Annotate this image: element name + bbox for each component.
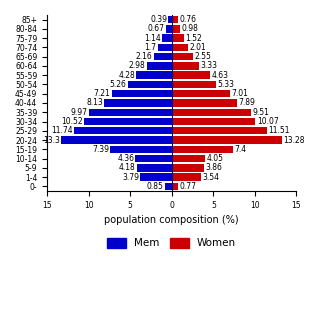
- Text: 0.98: 0.98: [181, 24, 198, 33]
- Text: 13.3: 13.3: [43, 136, 60, 145]
- Bar: [172, 146, 233, 153]
- Text: 3.54: 3.54: [203, 172, 220, 181]
- Bar: [169, 16, 172, 23]
- Bar: [172, 136, 282, 144]
- Text: 4.63: 4.63: [212, 71, 228, 80]
- Bar: [137, 164, 172, 172]
- Bar: [172, 44, 188, 51]
- Bar: [172, 53, 193, 60]
- Text: 11.51: 11.51: [269, 126, 290, 135]
- Text: 11.74: 11.74: [51, 126, 73, 135]
- Bar: [172, 173, 201, 181]
- Bar: [154, 53, 172, 60]
- X-axis label: population composition (%): population composition (%): [104, 215, 239, 225]
- Text: 3.79: 3.79: [122, 172, 139, 181]
- Text: 7.39: 7.39: [92, 145, 109, 154]
- Bar: [172, 127, 268, 134]
- Text: 1.14: 1.14: [144, 34, 161, 43]
- Bar: [166, 25, 172, 33]
- Bar: [172, 81, 216, 88]
- Text: 1.52: 1.52: [186, 34, 202, 43]
- Text: 8.13: 8.13: [86, 99, 103, 108]
- Bar: [74, 127, 172, 134]
- Bar: [172, 118, 255, 125]
- Bar: [89, 108, 172, 116]
- Bar: [165, 183, 172, 190]
- Bar: [172, 62, 199, 70]
- Legend: Mem, Women: Mem, Women: [103, 234, 240, 252]
- Bar: [172, 25, 180, 33]
- Text: 4.36: 4.36: [117, 154, 134, 163]
- Text: 0.39: 0.39: [150, 15, 167, 24]
- Text: 1.7: 1.7: [144, 43, 156, 52]
- Text: 2.98: 2.98: [129, 61, 146, 70]
- Text: 2.01: 2.01: [190, 43, 206, 52]
- Bar: [172, 108, 251, 116]
- Bar: [172, 16, 178, 23]
- Text: 0.85: 0.85: [147, 182, 164, 191]
- Bar: [84, 118, 172, 125]
- Bar: [172, 155, 205, 162]
- Text: 4.05: 4.05: [207, 154, 224, 163]
- Bar: [147, 62, 172, 70]
- Text: 5.33: 5.33: [217, 80, 234, 89]
- Bar: [172, 99, 237, 107]
- Bar: [172, 35, 184, 42]
- Text: 3.86: 3.86: [205, 163, 222, 172]
- Bar: [162, 35, 172, 42]
- Bar: [135, 155, 172, 162]
- Text: 0.77: 0.77: [180, 182, 196, 191]
- Text: 13.28: 13.28: [284, 136, 305, 145]
- Text: 7.89: 7.89: [239, 99, 255, 108]
- Text: 2.16: 2.16: [136, 52, 153, 61]
- Bar: [61, 136, 172, 144]
- Bar: [172, 71, 210, 79]
- Text: 5.26: 5.26: [110, 80, 127, 89]
- Text: 7.4: 7.4: [235, 145, 247, 154]
- Text: 9.51: 9.51: [252, 108, 269, 117]
- Text: 7.01: 7.01: [231, 89, 248, 98]
- Bar: [136, 71, 172, 79]
- Text: 0.67: 0.67: [148, 24, 165, 33]
- Text: 4.28: 4.28: [118, 71, 135, 80]
- Bar: [140, 173, 172, 181]
- Text: 7.21: 7.21: [94, 89, 110, 98]
- Text: 0.76: 0.76: [179, 15, 196, 24]
- Bar: [112, 90, 172, 97]
- Bar: [172, 164, 204, 172]
- Bar: [172, 90, 230, 97]
- Text: 9.97: 9.97: [70, 108, 88, 117]
- Text: 3.33: 3.33: [201, 61, 218, 70]
- Bar: [128, 81, 172, 88]
- Text: 10.07: 10.07: [257, 117, 278, 126]
- Text: 4.18: 4.18: [119, 163, 136, 172]
- Bar: [157, 44, 172, 51]
- Bar: [110, 146, 172, 153]
- Text: 10.52: 10.52: [61, 117, 83, 126]
- Bar: [104, 99, 172, 107]
- Bar: [172, 183, 178, 190]
- Text: 2.55: 2.55: [194, 52, 211, 61]
